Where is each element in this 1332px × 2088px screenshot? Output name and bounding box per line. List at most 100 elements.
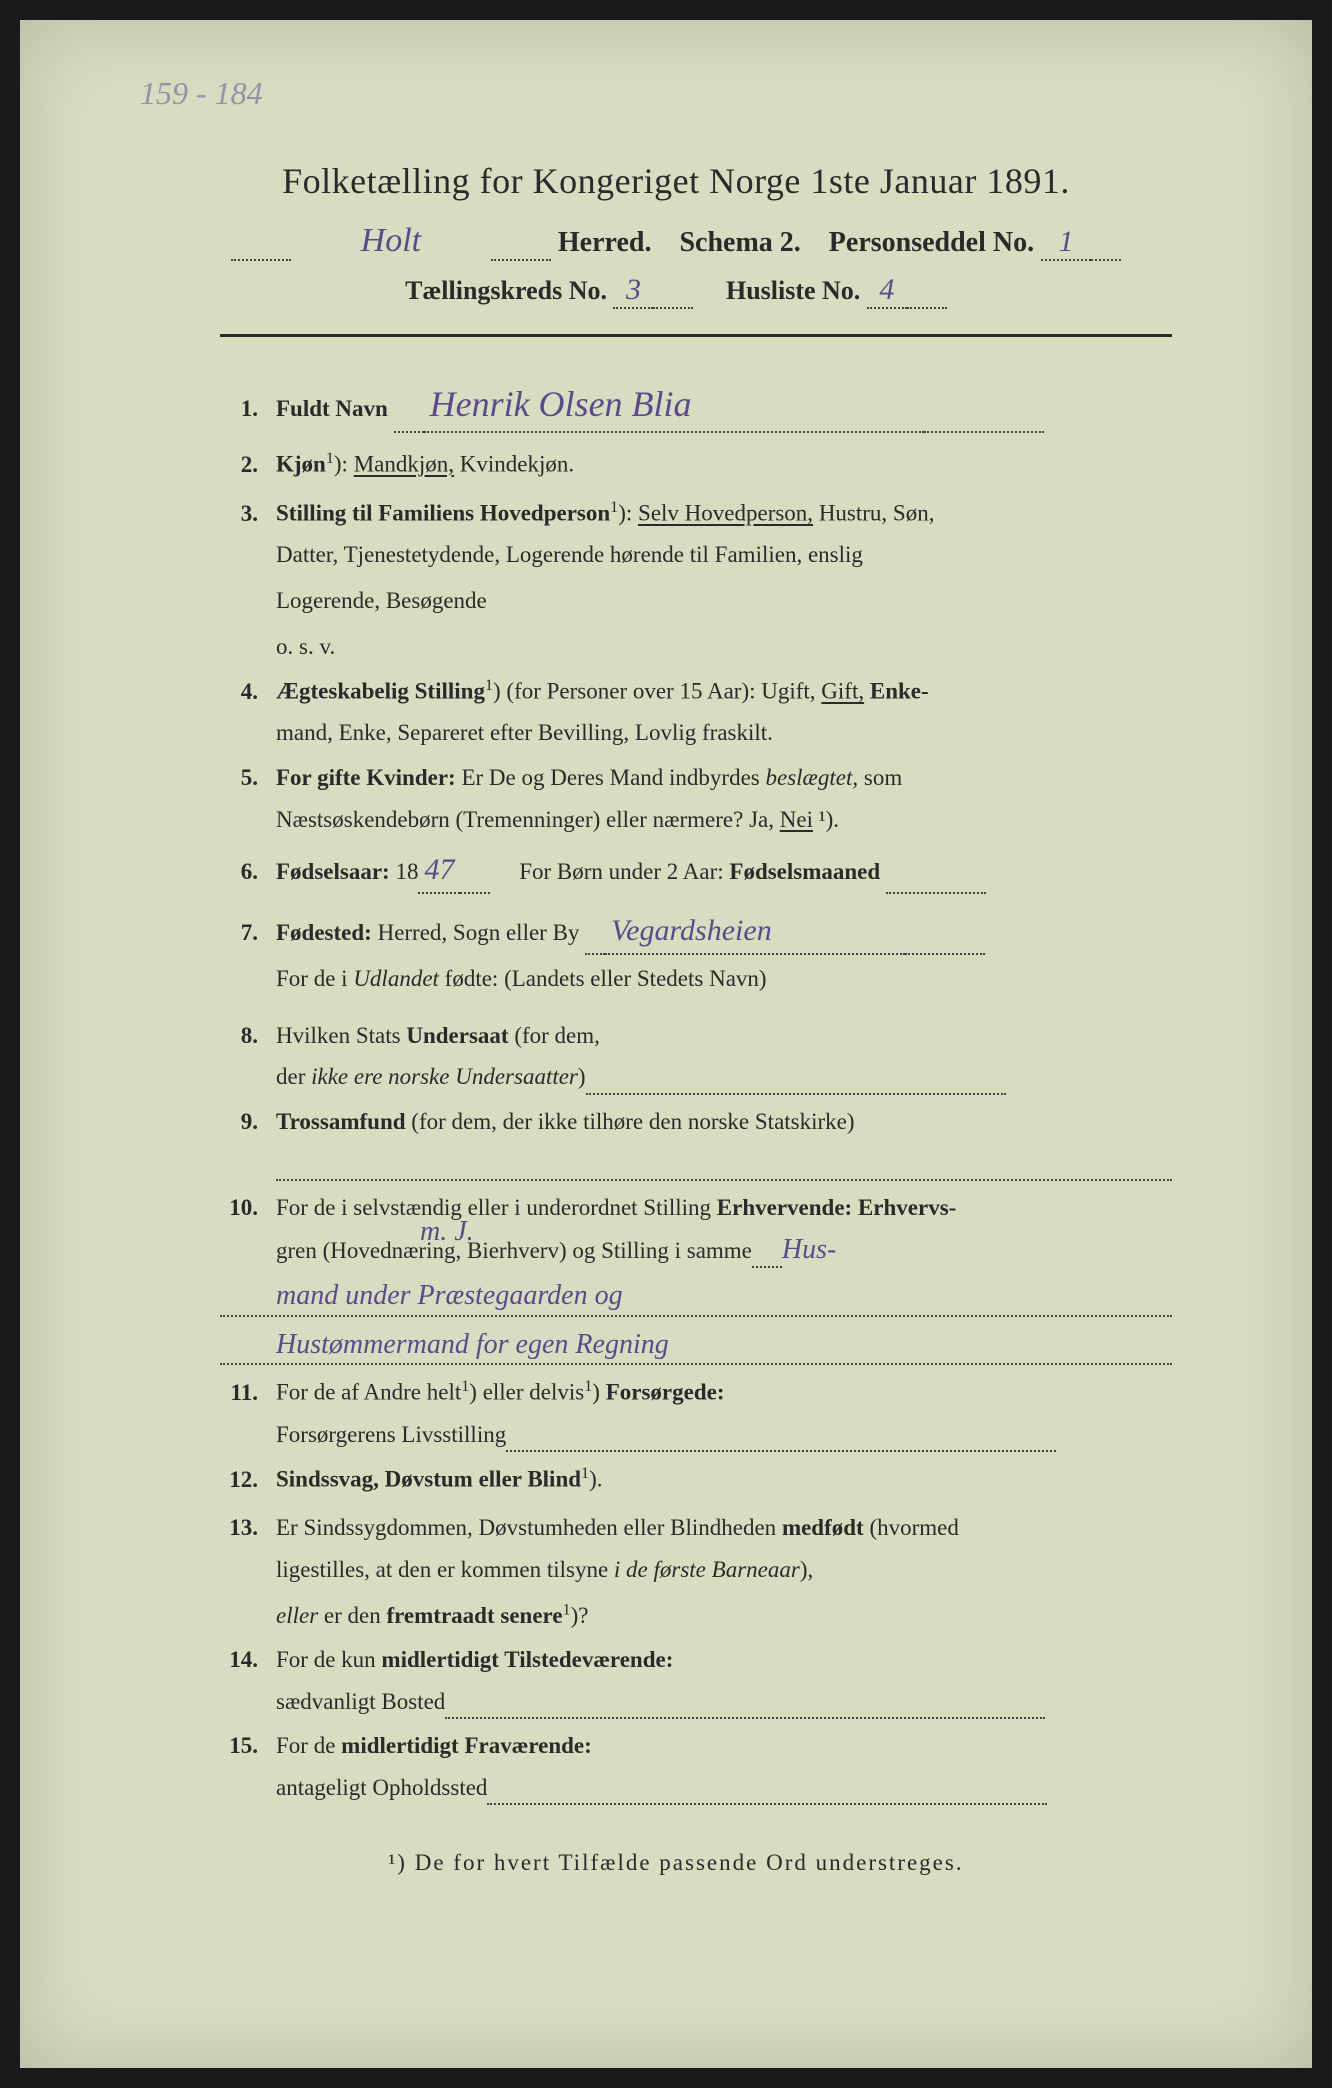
corner-annotation: 159 - 184	[140, 75, 263, 112]
row-num: 14.	[220, 1643, 276, 1678]
personseddel-no-value: 1	[1041, 225, 1091, 261]
row-num: 3.	[220, 497, 276, 532]
label-aegteskab: Ægteskabelig Stilling	[276, 679, 485, 704]
row-num: 12.	[220, 1463, 276, 1498]
row-content: Trossamfund (for dem, der ikke tilhøre d…	[276, 1105, 1172, 1140]
row-content: For gifte Kvinder: Er De og Deres Mand i…	[276, 761, 1172, 796]
opt-gift: Gift,	[821, 679, 864, 704]
row-content: Fødested: Herred, Sogn eller By Vegardsh…	[276, 908, 1172, 955]
row-5-line2: Næstsøskendebørn (Tremenninger) eller næ…	[220, 802, 1172, 838]
row-3-line4: o. s. v.	[220, 629, 1172, 665]
row-num: 10.	[220, 1191, 276, 1226]
row-13-line3: eller er den fremtraadt senere1)?	[220, 1598, 1172, 1634]
row-11: 11. For de af Andre helt1) eller delvis1…	[220, 1375, 1172, 1410]
row-content: Stilling til Familiens Hovedperson1): Se…	[276, 496, 1172, 531]
row-content: Hvilken Stats Undersaat (for dem,	[276, 1019, 1172, 1054]
row-content: Er Sindssygdommen, Døvstumheden eller Bl…	[276, 1511, 1172, 1546]
schema-label: Schema 2.	[679, 227, 800, 258]
row-11-line2: Forsørgerens Livsstilling	[220, 1417, 1172, 1453]
opt-mandkjon: Mandkjøn,	[354, 452, 454, 477]
herred-name-value: Holt	[291, 222, 491, 260]
row-15-line2: antageligt Opholdssted	[220, 1770, 1172, 1806]
label-trossamfund: Trossamfund	[276, 1109, 406, 1134]
row-content: Kjøn1): Mandkjøn, Kvindekjøn.	[276, 447, 1172, 482]
husliste-no-value: 4	[867, 273, 907, 309]
label-fodselaar: Fødselsaar:	[276, 859, 390, 884]
row-4: 4. Ægteskabelig Stilling1) (for Personer…	[220, 674, 1172, 709]
occupation-note: m. J.	[420, 1214, 474, 1250]
row-3-line2: Datter, Tjenestetydende, Logerende høren…	[220, 537, 1172, 573]
opt-selv-hovedperson: Selv Hovedperson,	[638, 501, 813, 526]
kreds-no-value: 3	[613, 273, 653, 309]
kreds-label: Tællingskreds No.	[405, 276, 607, 305]
kreds-line: Tællingskreds No. 3 Husliste No. 4	[120, 273, 1232, 309]
row-num: 4.	[220, 675, 276, 710]
row-2: 2. Kjøn1): Mandkjøn, Kvindekjøn.	[220, 447, 1172, 482]
row-num: 5.	[220, 761, 276, 796]
birthplace-value: Vegardsheien	[605, 908, 905, 955]
row-content: Fødselsaar: 1847 For Børn under 2 Aar: F…	[276, 847, 1172, 894]
row-1: 1. Fuldt Navn Henrik Olsen Blia	[220, 377, 1172, 433]
row-10-line2: m. J. gren (Hovednæring, Bierhverv) og S…	[220, 1232, 1172, 1269]
full-name-value: Henrik Olsen Blia	[424, 377, 924, 433]
row-4-line2: mand, Enke, Separeret efter Bevilling, L…	[220, 715, 1172, 751]
row-15: 15. For de midlertidigt Fraværende:	[220, 1729, 1172, 1764]
label-gifte-kvinder: For gifte Kvinder:	[276, 765, 456, 790]
row-num: 2.	[220, 448, 276, 483]
row-14-line2: sædvanligt Bosted	[220, 1684, 1172, 1720]
row-3-line3: Logerende, Besøgende	[220, 583, 1172, 619]
occupation-value-1: Hus-	[782, 1234, 836, 1265]
row-content: For de kun midlertidigt Tilstedeværende:	[276, 1643, 1172, 1678]
form-header: Folketælling for Kongeriget Norge 1ste J…	[120, 160, 1232, 309]
row-content: For de i selvstændig eller i underordnet…	[276, 1191, 1172, 1226]
row-10-value2: mand under Præstegaarden og	[220, 1278, 1172, 1317]
herred-label: Herred.	[558, 227, 652, 258]
occupation-value-3: Hustømmermand for egen Regning	[276, 1329, 669, 1360]
row-6: 6. Fødselsaar: 1847 For Børn under 2 Aar…	[220, 847, 1172, 894]
row-content: Ægteskabelig Stilling1) (for Personer ov…	[276, 674, 1172, 709]
herred-line: Holt Herred. Schema 2. Personseddel No. …	[120, 222, 1232, 261]
main-title: Folketælling for Kongeriget Norge 1ste J…	[120, 160, 1232, 202]
row-num: 1.	[220, 392, 276, 427]
row-10-value3: Hustømmermand for egen Regning	[220, 1327, 1172, 1366]
row-num: 15.	[220, 1729, 276, 1764]
personseddel-label: Personseddel No.	[829, 227, 1034, 258]
row-13: 13. Er Sindssygdommen, Døvstumheden elle…	[220, 1511, 1172, 1546]
form-body: 1. Fuldt Navn Henrik Olsen Blia 2. Kjøn1…	[120, 377, 1232, 1805]
row-12: 12. Sindssvag, Døvstum eller Blind1).	[220, 1462, 1172, 1497]
row-7: 7. Fødested: Herred, Sogn eller By Vegar…	[220, 908, 1172, 955]
row-num: 11.	[220, 1376, 276, 1411]
row-num: 13.	[220, 1511, 276, 1546]
row-content: Fuldt Navn Henrik Olsen Blia	[276, 377, 1172, 433]
label-kjon: Kjøn	[276, 452, 326, 477]
label-fuldt-navn: Fuldt Navn	[276, 396, 388, 421]
row-5: 5. For gifte Kvinder: Er De og Deres Man…	[220, 761, 1172, 796]
row-13-line2: ligestilles, at den er kommen tilsyne i …	[220, 1552, 1172, 1588]
row-content: Sindssvag, Døvstum eller Blind1).	[276, 1462, 1172, 1497]
row-num: 6.	[220, 855, 276, 890]
row-9: 9. Trossamfund (for dem, der ikke tilhør…	[220, 1105, 1172, 1140]
header-divider	[220, 334, 1172, 337]
opt-kvindekjon: Kvindekjøn.	[454, 452, 574, 477]
census-form-page: 159 - 184 Folketælling for Kongeriget No…	[20, 20, 1312, 2068]
row-14: 14. For de kun midlertidigt Tilstedevære…	[220, 1643, 1172, 1678]
birth-year-value: 47	[418, 847, 460, 894]
footnote: ¹) De for hvert Tilfælde passende Ord un…	[120, 1850, 1232, 1876]
husliste-label: Husliste No.	[726, 276, 860, 305]
label-fodested: Fødested:	[276, 920, 372, 945]
occupation-value-2: mand under Præstegaarden og	[276, 1280, 623, 1311]
row-10: 10. For de i selvstændig eller i underor…	[220, 1191, 1172, 1226]
row-content: For de midlertidigt Fraværende:	[276, 1729, 1172, 1764]
opt-nei: Nei	[780, 807, 813, 832]
row-content: For de af Andre helt1) eller delvis1) Fo…	[276, 1375, 1172, 1410]
row-9-blank	[220, 1153, 1172, 1181]
row-num: 7.	[220, 916, 276, 951]
row-7-line2: For de i Udlandet fødte: (Landets eller …	[220, 961, 1172, 997]
row-8-line2: der ikke ere norske Undersaatter)	[220, 1059, 1172, 1095]
row-8: 8. Hvilken Stats Undersaat (for dem,	[220, 1019, 1172, 1054]
row-num: 8.	[220, 1019, 276, 1054]
label-sindssvag: Sindssvag, Døvstum eller Blind	[276, 1467, 581, 1492]
row-num: 9.	[220, 1105, 276, 1140]
label-stilling: Stilling til Familiens Hovedperson	[276, 501, 610, 526]
row-3: 3. Stilling til Familiens Hovedperson1):…	[220, 496, 1172, 531]
